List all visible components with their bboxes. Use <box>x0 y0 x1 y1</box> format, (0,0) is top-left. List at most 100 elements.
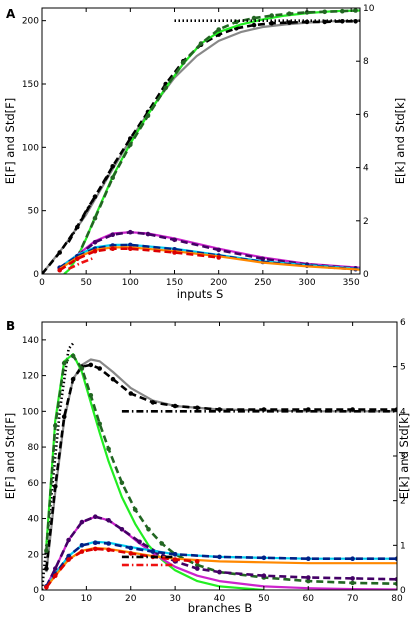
b-series-2-point <box>394 407 397 412</box>
b-series-2-point <box>70 376 76 382</box>
b-series-11-point <box>128 551 134 556</box>
panel-b-ticks: 0 10 20 30 40 50 60 70 8002040608010012014001234… <box>22 318 406 604</box>
a-xtick-label: 100 <box>122 278 139 288</box>
b-series-11-point <box>195 559 200 564</box>
b-series-5-point <box>79 366 85 371</box>
a-series-11-point <box>128 246 133 251</box>
b-xtick-label: 60 <box>303 594 315 604</box>
b-series-5-point <box>61 360 67 366</box>
a-series-11-point <box>172 250 177 255</box>
panel-b-ylabel-right: E[k] and Std[k] <box>397 413 411 500</box>
b-xtick-label: 10 <box>81 594 93 604</box>
a-ytick-right-label: 6 <box>363 110 369 120</box>
b-series-7-point <box>119 527 125 532</box>
b-series-9-point <box>172 552 178 557</box>
b-xtick-label: 40 <box>214 594 226 604</box>
b-ytick-left-label: 100 <box>22 407 39 417</box>
a-xtick-label: 50 <box>80 278 92 288</box>
b-series-2-point <box>261 407 267 412</box>
b-series-7-point <box>217 569 222 575</box>
b-ytick-right-label: 2 <box>400 497 406 507</box>
panel-a-ylabel-left: E[F] and Std[F] <box>3 98 17 185</box>
b-series-7-point <box>53 566 58 571</box>
a-series-1-line <box>42 19 356 274</box>
a-series-12-line <box>67 256 96 271</box>
a-ytick-right-label: 4 <box>363 164 369 174</box>
a-series-11-point <box>110 246 115 251</box>
b-series-9-point <box>217 554 222 560</box>
b-series-9-point <box>128 545 134 551</box>
a-ytick-left-label: 50 <box>28 207 40 217</box>
a-xtick-label: 250 <box>254 278 271 288</box>
b-ytick-left-label: 20 <box>28 550 40 560</box>
a-series-7-point <box>145 231 151 237</box>
a-series-11-point <box>75 256 80 262</box>
b-series-6-line <box>45 515 397 590</box>
b-xtick-label: 0 <box>39 594 45 604</box>
b-series-9-point <box>150 549 156 554</box>
b-ytick-left-label: 120 <box>22 372 39 382</box>
b-series-5-point <box>119 480 125 486</box>
b-series-7-point <box>93 514 98 519</box>
b-series-2-point <box>110 376 116 382</box>
a-series-3-point <box>198 41 204 46</box>
b-series-11-point <box>53 573 58 578</box>
b-series-7-point <box>261 573 267 578</box>
b-series-11-point <box>106 547 111 553</box>
a-xtick-label: 0 <box>39 278 45 288</box>
b-ytick-right-label: 4 <box>400 407 406 417</box>
b-ytick-left-label: 140 <box>22 336 39 346</box>
b-series-9-point <box>394 556 397 561</box>
a-series-7-point <box>110 232 115 237</box>
b-series-7-point <box>66 537 71 543</box>
a-series-1-point <box>269 20 275 26</box>
a-series-3-point <box>340 8 345 14</box>
b-series-5-point <box>70 353 76 359</box>
panel-a: A 0 50 100 150 200 250 300 35005010015020002468… <box>3 4 407 301</box>
a-ytick-right-label: 2 <box>363 217 369 227</box>
b-series-5-point <box>97 421 102 427</box>
a-series-7-point <box>260 256 266 262</box>
b-series-2-point <box>150 400 156 405</box>
b-xtick-label: 20 <box>125 594 137 604</box>
panel-a-xlabel: inputs S <box>177 287 224 301</box>
a-series-1-point <box>57 250 62 255</box>
b-series-2-point <box>128 391 134 396</box>
b-series-11-point <box>93 546 98 552</box>
b-series-2-point <box>97 366 102 371</box>
b-series-9-point <box>306 556 311 561</box>
a-ytick-left-label: 0 <box>33 270 39 280</box>
b-series-1-line <box>45 358 397 573</box>
b-series-2-point <box>44 566 49 571</box>
a-series-3-point <box>287 11 292 16</box>
a-ytick-right-label: 10 <box>363 4 375 14</box>
a-xtick-label: 300 <box>298 278 315 288</box>
b-series-5-point <box>195 562 200 568</box>
panel-a-frame <box>41 7 361 275</box>
b-series-9-line <box>45 541 397 588</box>
panel-a-ylabel-right: E[k] and Std[k] <box>393 98 407 185</box>
b-series-7-point <box>79 519 85 525</box>
b-series-9-point <box>79 543 85 548</box>
a-series-3-point <box>181 60 186 65</box>
b-series-7-point <box>394 577 397 582</box>
b-series-5-point <box>53 423 58 428</box>
b-series-9-point <box>350 556 355 561</box>
b-xtick-label: 70 <box>347 594 359 604</box>
b-ytick-right-label: 3 <box>400 452 406 462</box>
b-series-2-point <box>217 407 222 412</box>
b-series-4-line <box>45 353 264 590</box>
a-xtick-label: 200 <box>210 278 227 288</box>
a-series-0-line <box>42 19 360 274</box>
a-series-7-point <box>128 229 133 235</box>
a-series-1-point <box>287 20 292 25</box>
a-series-3-point <box>92 216 98 221</box>
b-series-7-point <box>350 576 355 581</box>
b-series-11-point <box>44 585 49 590</box>
panel-b: B 0 10 20 30 40 50 60 70 80020406080100120140012… <box>3 318 411 615</box>
a-series-1-point <box>251 22 257 28</box>
b-xtick-label: 50 <box>258 594 270 604</box>
b-series-11-point <box>172 557 178 562</box>
